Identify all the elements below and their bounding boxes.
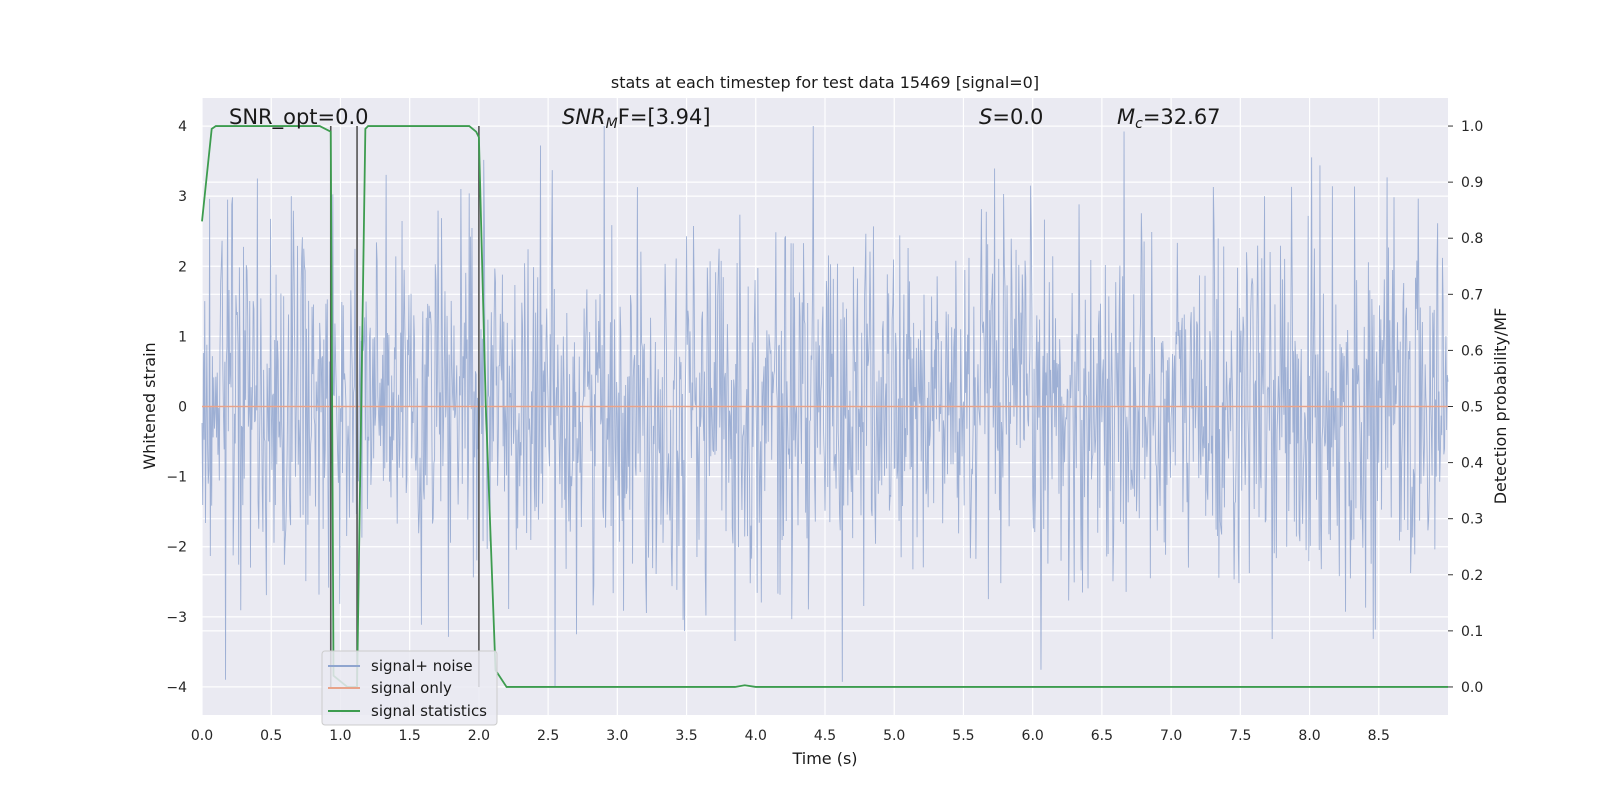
legend-box	[321, 650, 498, 726]
y-tick-2: 2	[178, 259, 187, 275]
y2-tick-4: 0.6	[1461, 343, 1483, 359]
y-tick-7: −3	[166, 610, 187, 626]
x-tick-12: 6.0	[1022, 728, 1044, 744]
y-tick-0: 4	[178, 119, 187, 135]
x-tick-4: 2.0	[468, 728, 490, 744]
y2-tick-6: 0.4	[1461, 456, 1483, 472]
y-tick-8: −4	[166, 680, 187, 696]
x-tick-13: 6.5	[1091, 728, 1113, 744]
x-tick-6: 3.0	[606, 728, 628, 744]
chart-title: stats at each timestep for test data 154…	[611, 73, 1039, 92]
y2-tick-1: 0.9	[1461, 175, 1483, 191]
y-tick-4: 0	[178, 400, 187, 416]
y2-tick-8: 0.2	[1461, 568, 1483, 584]
y-tick-1: 3	[178, 189, 187, 205]
y-tick-5: −1	[166, 470, 187, 486]
x-tick-1: 0.5	[260, 728, 282, 744]
y2-tick-3: 0.7	[1461, 287, 1483, 303]
signal-statistics-line	[201, 125, 1448, 688]
x-tick-15: 7.5	[1229, 728, 1251, 744]
y2-axis-label: Detection probability/MF	[1491, 308, 1510, 505]
legend-label-noise: signal+ noise	[371, 657, 473, 675]
y2-tick-5: 0.5	[1461, 400, 1483, 416]
y-axis-label: Whitened strain	[140, 342, 159, 469]
x-tick-5: 2.5	[537, 728, 559, 744]
y-tick-3: 1	[178, 329, 187, 345]
y2-tick-labels: 1.0 0.9 0.8 0.7 0.6 0.5 0.4 0.3 0.2 0.1 0.0	[1448, 119, 1483, 696]
y2-tick-10: 0.0	[1461, 680, 1483, 696]
x-tick-11: 5.5	[952, 728, 974, 744]
signal-statistics-path	[201, 125, 1448, 688]
y2-tick-7: 0.3	[1461, 512, 1483, 528]
x-tick-labels: 0.0 0.5 1.0 1.5 2.0 2.5 3.0 3.5 4.0 4.5 5.0 5.5 6.0 6…	[191, 728, 1390, 744]
y2-tick-0: 1.0	[1461, 119, 1483, 135]
x-tick-7: 3.5	[675, 728, 697, 744]
x-tick-0: 0.0	[191, 728, 213, 744]
x-tick-16: 8.0	[1298, 728, 1320, 744]
x-tick-8: 4.0	[745, 728, 767, 744]
legend-label-signal: signal only	[371, 679, 452, 697]
x-tick-17: 8.5	[1368, 728, 1390, 744]
x-tick-10: 5.0	[883, 728, 905, 744]
y2-tick-9: 0.1	[1461, 624, 1483, 640]
y-tick-6: −2	[166, 540, 187, 556]
x-tick-2: 1.0	[329, 728, 351, 744]
legend-label-stats: signal statistics	[371, 702, 487, 720]
snr-opt-annotation: SNR_opt=0.0	[229, 105, 369, 130]
snr-mf-annotation: SNRMF=[3.94]	[562, 105, 711, 132]
x-tick-3: 1.5	[399, 728, 421, 744]
y-tick-labels: 4 3 2 1 0 −1 −2 −3 −4	[166, 119, 187, 696]
x-axis-label: Time (s)	[791, 749, 857, 768]
x-tick-9: 4.5	[814, 728, 836, 744]
legend: signal+ noise signal only signal statist…	[321, 650, 498, 726]
y2-tick-2: 0.8	[1461, 231, 1483, 247]
mc-annotation: Mc=32.67	[1117, 105, 1221, 132]
x-tick-14: 7.0	[1160, 728, 1182, 744]
s-annotation: S=0.0	[979, 105, 1043, 129]
